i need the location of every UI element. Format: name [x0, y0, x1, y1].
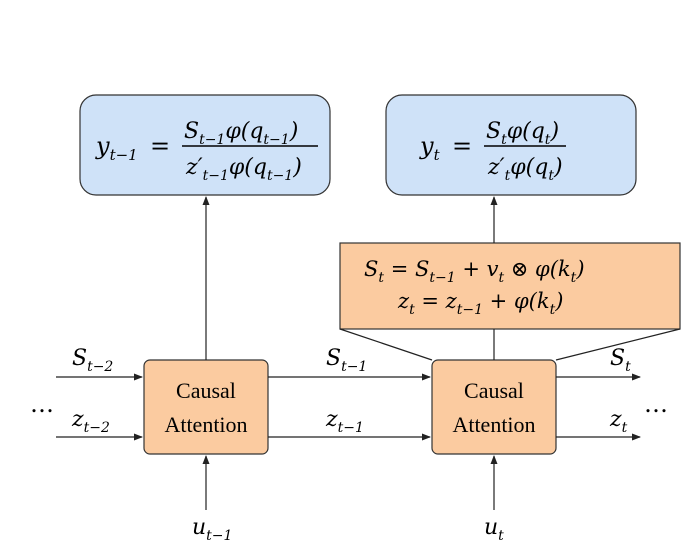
- ellipsis-left: …: [30, 390, 54, 418]
- svg-text:yt: yt: [419, 132, 441, 164]
- svg-text:St−1φ(qt−1): St−1φ(qt−1): [184, 119, 298, 148]
- output-box-right: [385, 94, 637, 196]
- svg-text:=: =: [452, 132, 472, 160]
- label-s-out: St: [610, 346, 631, 375]
- connector-trapezoid-left: [339, 328, 433, 361]
- state-update-box: [339, 242, 681, 330]
- label-z-in-left: zt−2: [71, 407, 110, 436]
- formula-output-right: yt = Stφ(qt) z′tφ(qt): [419, 119, 566, 184]
- label-u-right: ut: [484, 515, 504, 544]
- output-box-left: [79, 94, 331, 196]
- connector-trapezoid-right: [555, 328, 681, 361]
- label-u-left: ut−1: [192, 515, 232, 544]
- label-z-out: zt: [609, 407, 628, 436]
- svg-text:Stφ(qt): Stφ(qt): [486, 119, 559, 148]
- causal-attention-block-left: [143, 359, 269, 455]
- causal-block-right-line2: Attention: [452, 412, 535, 437]
- causal-block-left-line2: Attention: [164, 412, 247, 437]
- svg-text:z′t−1φ(qt−1): z′t−1φ(qt−1): [185, 155, 302, 184]
- svg-text:St = St−1 + vt ⊗ φ(kt): St = St−1 + vt ⊗ φ(kt): [364, 257, 585, 286]
- ellipsis-right: …: [644, 390, 668, 418]
- label-s-in-left: St−2: [72, 346, 113, 375]
- causal-block-right-line1: Causal: [464, 378, 524, 403]
- svg-text:=: =: [150, 132, 170, 160]
- formula-state-update: St = St−1 + vt ⊗ φ(kt) zt = zt−1 + φ(kt): [364, 257, 585, 318]
- causal-block-left-line1: Causal: [176, 378, 236, 403]
- causal-attention-block-right: [431, 359, 557, 455]
- label-z-mid: zt−1: [325, 407, 364, 436]
- formula-output-left: yt−1 = St−1φ(qt−1) z′t−1φ(qt−1): [95, 119, 318, 184]
- label-s-mid: St−1: [326, 346, 367, 375]
- svg-text:zt = zt−1 + φ(kt): zt = zt−1 + φ(kt): [397, 289, 563, 318]
- svg-text:z′tφ(qt): z′tφ(qt): [487, 155, 563, 184]
- svg-text:yt−1: yt−1: [95, 132, 138, 164]
